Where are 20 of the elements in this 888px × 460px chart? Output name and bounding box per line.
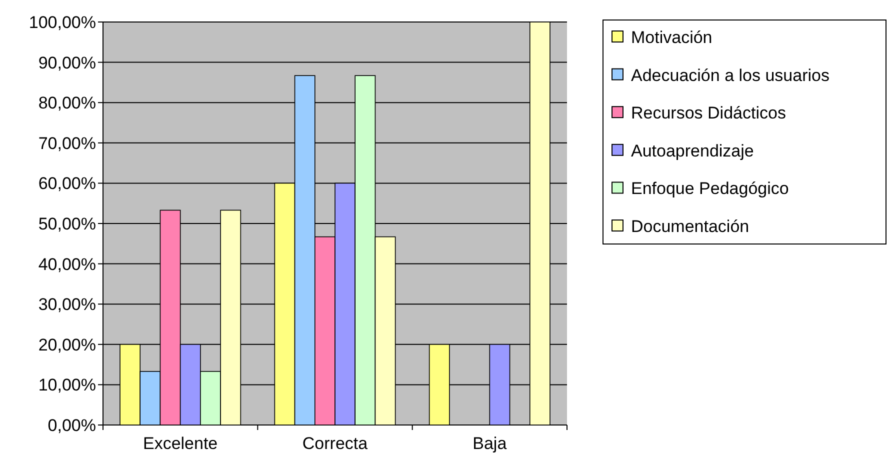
x-tick-label: Excelente xyxy=(142,434,218,453)
y-tick-label: 70,00% xyxy=(38,134,96,153)
y-tick-label: 40,00% xyxy=(38,254,96,274)
legend-label: Motivación xyxy=(631,28,712,47)
y-tick-label: 90,00% xyxy=(38,53,96,72)
y-tick-label: 60,00% xyxy=(38,174,96,194)
x-tick-label: Correcta xyxy=(302,434,368,453)
x-tick-label: Baja xyxy=(472,434,508,453)
legend-label: Autoaprendizaje xyxy=(631,141,754,160)
y-tick-label: 10,00% xyxy=(38,376,96,395)
y-tick-label: 50,00% xyxy=(38,214,96,234)
y-tick-label: 0,00% xyxy=(48,416,96,435)
y-tick-label: 30,00% xyxy=(38,295,96,314)
y-tick-label: 20,00% xyxy=(38,335,96,354)
legend-label: Enfoque Pedagógico xyxy=(631,179,789,198)
legend-label: Adecuación a los usuarios xyxy=(631,66,830,85)
y-tick-label: 100,00% xyxy=(28,12,96,32)
y-tick-label: 80,00% xyxy=(38,94,96,113)
legend-label: Documentación xyxy=(631,216,750,236)
legend-label: Recursos Didácticos xyxy=(631,104,786,123)
